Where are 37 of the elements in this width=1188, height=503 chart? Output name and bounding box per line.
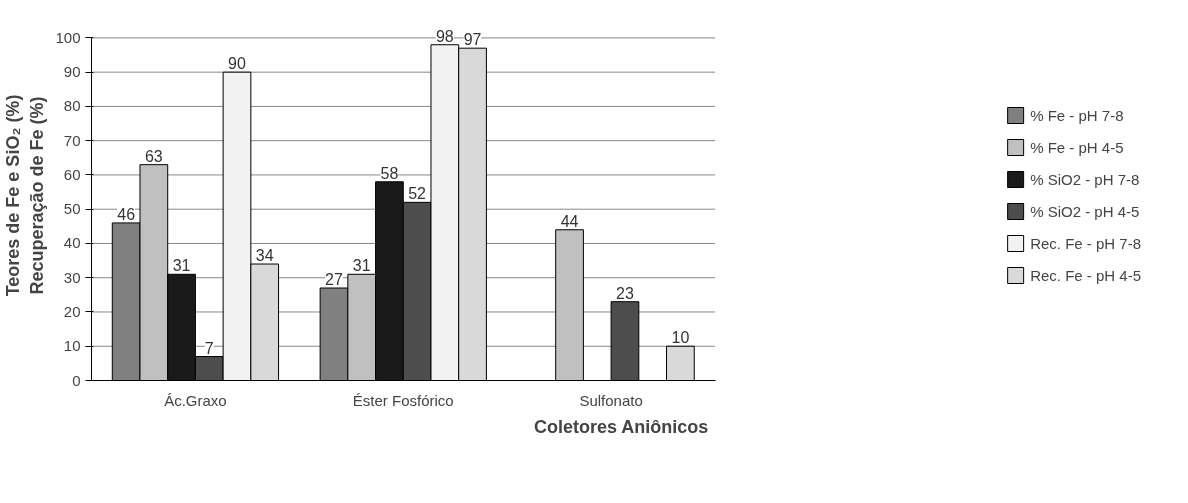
x-tick-label: Sulfonato: [579, 391, 643, 409]
legend-label: % Fe - pH 4-5: [1030, 138, 1124, 156]
x-tick-label: Éster Fosfórico: [352, 391, 454, 409]
x-axis-title: Coletores Aniônicos: [533, 416, 709, 437]
data-label: 23: [616, 284, 634, 302]
data-label: 27: [325, 271, 343, 288]
y-tick-label: 40: [63, 234, 81, 252]
data-label: 58: [380, 164, 399, 182]
data-label: 31: [352, 257, 371, 275]
y-tick-label: 80: [63, 97, 81, 115]
data-label: 90: [228, 55, 246, 73]
y-tick-label: 30: [63, 268, 81, 286]
legend-label: Rec. Fe - pH 7-8: [1030, 234, 1141, 252]
y-tick-label: 20: [63, 302, 81, 320]
y-tick-label: 10: [63, 337, 81, 355]
data-label: 44: [560, 212, 579, 230]
y-tick-label: 50: [63, 200, 81, 218]
y-tick-label: 90: [63, 63, 81, 81]
data-label: 97: [463, 31, 482, 49]
data-label: 46: [117, 205, 136, 223]
legend-label: Rec. Fe - pH 4-5: [1030, 266, 1141, 284]
y-tick-label: 60: [63, 165, 81, 183]
y-tick-label: 70: [63, 131, 81, 149]
data-label: 31: [172, 257, 191, 275]
legend-label: % SiO2 - pH 4-5: [1030, 202, 1140, 220]
data-label: 63: [144, 147, 163, 165]
y-tick-label: 100: [55, 28, 81, 46]
data-label: 10: [671, 329, 690, 347]
data-label: 98: [435, 27, 454, 45]
x-tick-label: Ác.Graxo: [164, 391, 227, 409]
data-label: 34: [255, 247, 274, 265]
data-label: 52: [408, 185, 427, 203]
legend-label: % SiO2 - pH 7-8: [1030, 170, 1140, 188]
y-axis-title: Teores de Fe e SiO₂ (%) Recuperação de Fe (%): [3, 94, 48, 297]
y-tick-label: 0: [72, 371, 81, 389]
legend-label: % Fe - pH 7-8: [1030, 106, 1124, 124]
data-label: 7: [204, 339, 214, 357]
